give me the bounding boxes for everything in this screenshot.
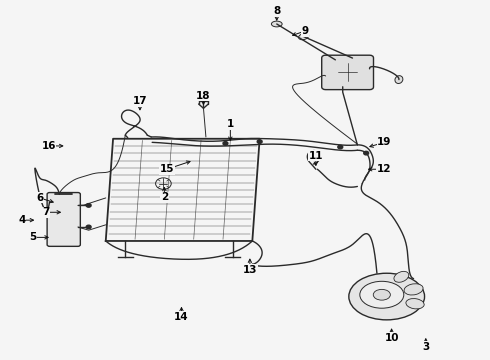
Text: 9: 9 [301, 26, 308, 36]
Ellipse shape [394, 271, 409, 282]
Text: 14: 14 [174, 312, 189, 322]
Text: 17: 17 [133, 96, 147, 106]
Ellipse shape [360, 281, 404, 308]
Ellipse shape [373, 289, 391, 300]
Text: 11: 11 [309, 150, 323, 161]
Text: 5: 5 [29, 232, 36, 242]
Text: 6: 6 [36, 193, 44, 203]
Text: 18: 18 [196, 91, 211, 101]
Circle shape [257, 140, 262, 143]
Text: 13: 13 [243, 265, 257, 275]
Circle shape [338, 145, 343, 149]
Ellipse shape [406, 298, 424, 309]
Circle shape [223, 141, 228, 145]
Text: 16: 16 [41, 141, 56, 151]
Ellipse shape [404, 284, 423, 295]
FancyBboxPatch shape [322, 55, 373, 90]
Text: 4: 4 [18, 215, 25, 225]
FancyBboxPatch shape [47, 193, 80, 246]
Ellipse shape [298, 33, 309, 40]
Circle shape [86, 204, 91, 207]
Circle shape [364, 151, 368, 155]
Text: 19: 19 [377, 138, 392, 147]
Text: 7: 7 [43, 207, 50, 217]
Ellipse shape [395, 76, 403, 84]
Ellipse shape [349, 273, 424, 320]
Text: 15: 15 [160, 164, 174, 174]
Text: 12: 12 [377, 164, 392, 174]
Text: 8: 8 [273, 6, 280, 17]
Ellipse shape [271, 21, 282, 27]
Text: 1: 1 [227, 120, 234, 129]
Text: 3: 3 [422, 342, 429, 352]
Circle shape [86, 225, 91, 229]
Text: 10: 10 [384, 333, 399, 343]
Text: 2: 2 [161, 192, 168, 202]
